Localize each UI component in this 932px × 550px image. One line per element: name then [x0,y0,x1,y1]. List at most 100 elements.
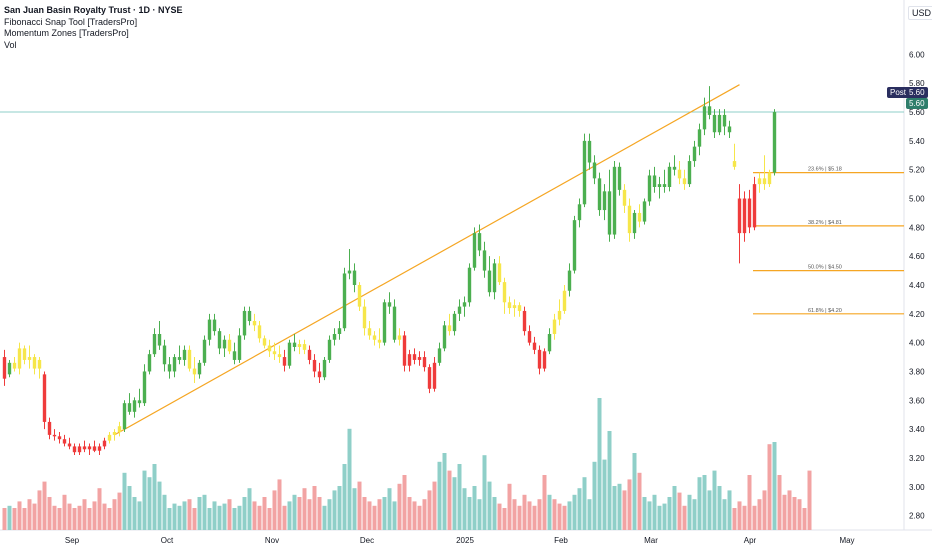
volume-bar [697,477,702,530]
volume-bar [477,499,482,530]
volume-bar [17,501,22,530]
volume-bar [357,481,362,530]
candle [627,198,632,242]
candle-body [327,339,332,360]
volume-bar [682,505,687,530]
y-axis[interactable]: 6.005.805.605.405.205.004.804.604.404.20… [909,50,925,520]
volume-bar [667,497,672,530]
candle [697,123,702,156]
volume-bar [97,488,102,530]
candle-body [662,184,667,187]
volume-bar [517,505,522,530]
x-tick-label: Sep [65,536,80,545]
candle-body [452,313,457,332]
volume-bar [492,497,497,530]
symbol-title[interactable]: San Juan Basin Royalty Trust · 1D · NYSE [4,5,183,15]
candle-body [437,348,442,363]
candle-body [722,114,727,127]
volume-bar [627,479,632,530]
candle-body [297,344,302,347]
volume-bar [177,505,182,530]
volume-bar [432,481,437,530]
candle-body [442,325,447,349]
candle-body [112,432,117,435]
volume-bar [557,503,562,530]
candle [307,345,312,365]
chart-legend: San Juan Basin Royalty Trust · 1D · NYSE… [4,5,183,51]
candle [192,357,197,383]
candle-body [577,204,582,221]
indicator-volume[interactable]: Vol [4,39,17,50]
candle-body [102,440,107,447]
indicator-fibonacci[interactable]: Fibonacci Snap Tool [TradersPro] [4,16,138,27]
candle-body [522,310,527,332]
candle-body [637,212,642,222]
candle [52,429,57,441]
candle-body [457,306,462,314]
candle [122,400,127,432]
candle-body [687,161,692,185]
candle [227,334,232,355]
x-tick-label: May [839,536,854,545]
candle-body [272,351,277,355]
x-tick-label: Apr [744,536,757,545]
candle-body [307,349,312,360]
candle-body [82,446,87,450]
volume-bar [787,490,792,530]
currency-button[interactable]: USD [908,6,932,20]
candle [232,342,237,365]
candle-body [697,129,702,147]
candle [772,109,777,176]
candle-body [137,400,142,404]
volume-bar [32,503,37,530]
candle-body [2,357,7,379]
candle-body [492,263,497,293]
volume-bar [782,494,787,530]
volume-bar [257,505,262,530]
candle [272,342,277,360]
volume-bar [187,499,192,530]
volume-bar [737,501,742,530]
candle-body [57,436,62,440]
candle-body [652,175,657,187]
volume-bar [612,486,617,530]
trend-line[interactable] [114,84,740,436]
candle-body [407,354,412,366]
candle-body [117,426,122,432]
y-tick-label: 5.60 [909,108,925,117]
candle-body [357,285,362,307]
candle [647,169,652,206]
indicator-momentum[interactable]: Momentum Zones [TradersPro] [4,28,129,38]
candle-body [392,306,397,340]
candle [22,345,27,365]
candle-body [262,338,267,346]
fib-level-label: 61.8% | $4.20 [808,308,842,314]
candle [347,248,352,280]
candle-body [622,189,627,206]
candle [162,339,167,372]
x-axis[interactable]: Sep Oct Nov Dec 2025 Feb Mar Apr May [65,536,855,545]
candle-body [52,434,57,437]
candle [37,357,42,379]
volume-bar [327,499,332,530]
candle [352,263,357,293]
candle [362,299,367,336]
volume-bar [767,444,772,530]
candle-body [657,184,662,187]
volume-bar [427,490,432,530]
y-tick-label: 4.00 [909,339,925,348]
candle-body [367,328,372,336]
candle-body [42,374,47,422]
candle-body [487,270,492,293]
candle-body [592,162,597,179]
candle-body [752,184,757,228]
volume-bar [22,508,27,530]
candle [202,335,207,366]
candle-body [692,146,697,162]
x-tick-label: Oct [161,536,174,545]
candle-body [757,178,762,185]
candle-body [502,282,507,303]
volume-bar [162,494,167,530]
volume-bar [167,508,172,530]
